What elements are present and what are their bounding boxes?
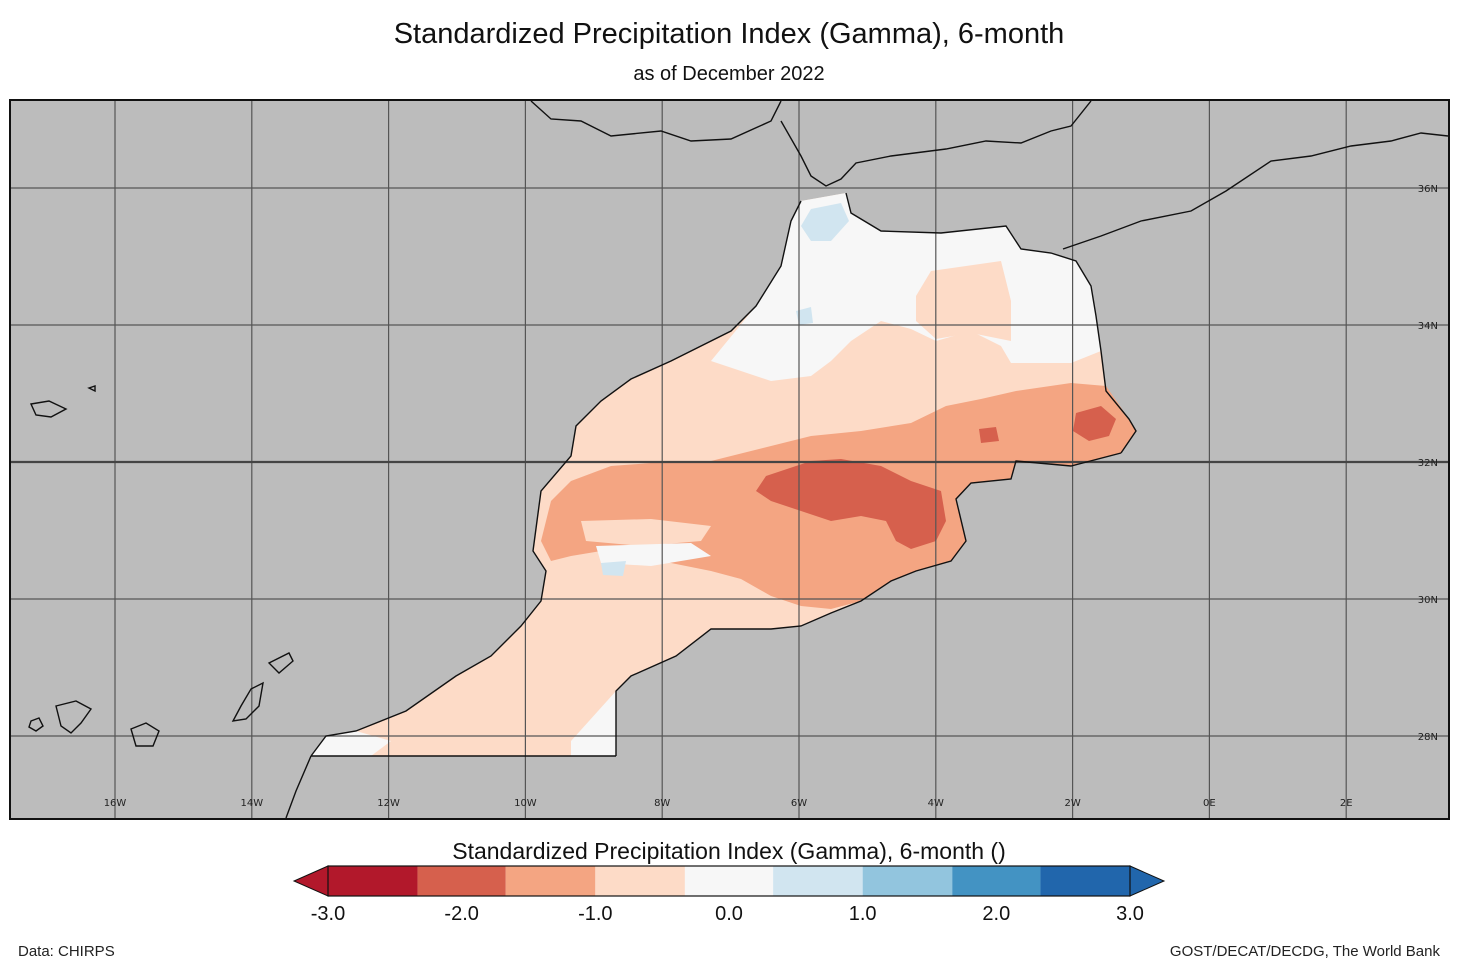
colorbar-bins <box>294 866 1164 896</box>
colorbar-tick-3: 0.0 <box>715 903 743 925</box>
spi-region-severely-dry-speck <box>979 427 999 443</box>
colorbar-tick-6: 3.0 <box>1116 903 1144 925</box>
colorbar-tick-2: -1.0 <box>578 903 612 925</box>
lat-tick-28n: 28N <box>1418 732 1438 743</box>
lon-tick-4w: 4W <box>928 798 944 809</box>
colorbar-bin-8 <box>1040 866 1130 896</box>
lat-tick-30n: 30N <box>1418 595 1438 606</box>
lat-tick-36n: 36N <box>1418 184 1438 195</box>
colorbar-over-arrow <box>1130 866 1164 896</box>
spi-region-dry-north <box>916 261 1011 341</box>
credit-label: GOST/DECAT/DECDG, The World Bank <box>1170 943 1440 960</box>
spi-region-wet-streak <box>601 561 626 576</box>
colorbar-tick-1: -2.0 <box>444 903 478 925</box>
colorbar-bin-2 <box>506 866 596 896</box>
colorbar-bin-5 <box>773 866 863 896</box>
colorbar-tick-5: 2.0 <box>982 903 1010 925</box>
colorbar-bin-1 <box>418 866 506 896</box>
map-panel[interactable]: 16W 14W 12W 10W 8W 6W 4W 2W 0E 2E 36N 34N 32N 30N 28N <box>9 99 1450 820</box>
colorbar-under-arrow <box>294 866 328 896</box>
map-title: Standardized Precipitation Index (Gamma)… <box>0 18 1458 51</box>
lon-tick-14w: 14W <box>240 798 263 809</box>
colorbar-tick-0: -3.0 <box>311 903 345 925</box>
lon-tick-10w: 10W <box>514 798 537 809</box>
lon-tick-12w: 12W <box>377 798 400 809</box>
colorbar-tick-labels: -3.0 -2.0 -1.0 0.0 1.0 2.0 3.0 <box>311 903 1144 925</box>
colorbar-tick-4: 1.0 <box>849 903 877 925</box>
colorbar: -3.0 -2.0 -1.0 0.0 1.0 2.0 3.0 <box>290 864 1170 934</box>
map-canvas: 16W 14W 12W 10W 8W 6W 4W 2W 0E 2E 36N 34N 32N 30N 28N <box>11 101 1448 818</box>
colorbar-bin-6 <box>863 866 953 896</box>
lat-tick-34n: 34N <box>1418 321 1438 332</box>
lon-tick-2e: 2E <box>1340 798 1353 809</box>
data-source-label: Data: CHIRPS <box>18 943 115 960</box>
map-subtitle: as of December 2022 <box>0 63 1458 86</box>
lat-tick-32n: 32N <box>1418 458 1438 469</box>
colorbar-title: Standardized Precipitation Index (Gamma)… <box>0 838 1458 865</box>
colorbar-bin-7 <box>952 866 1040 896</box>
lon-tick-2w: 2W <box>1064 798 1080 809</box>
colorbar-bin-3 <box>595 866 685 896</box>
lon-tick-8w: 8W <box>654 798 670 809</box>
lon-tick-6w: 6W <box>791 798 807 809</box>
lon-tick-0e: 0E <box>1203 798 1216 809</box>
colorbar-bin-0 <box>328 866 418 896</box>
colorbar-bin-4 <box>685 866 773 896</box>
lon-tick-16w: 16W <box>104 798 127 809</box>
